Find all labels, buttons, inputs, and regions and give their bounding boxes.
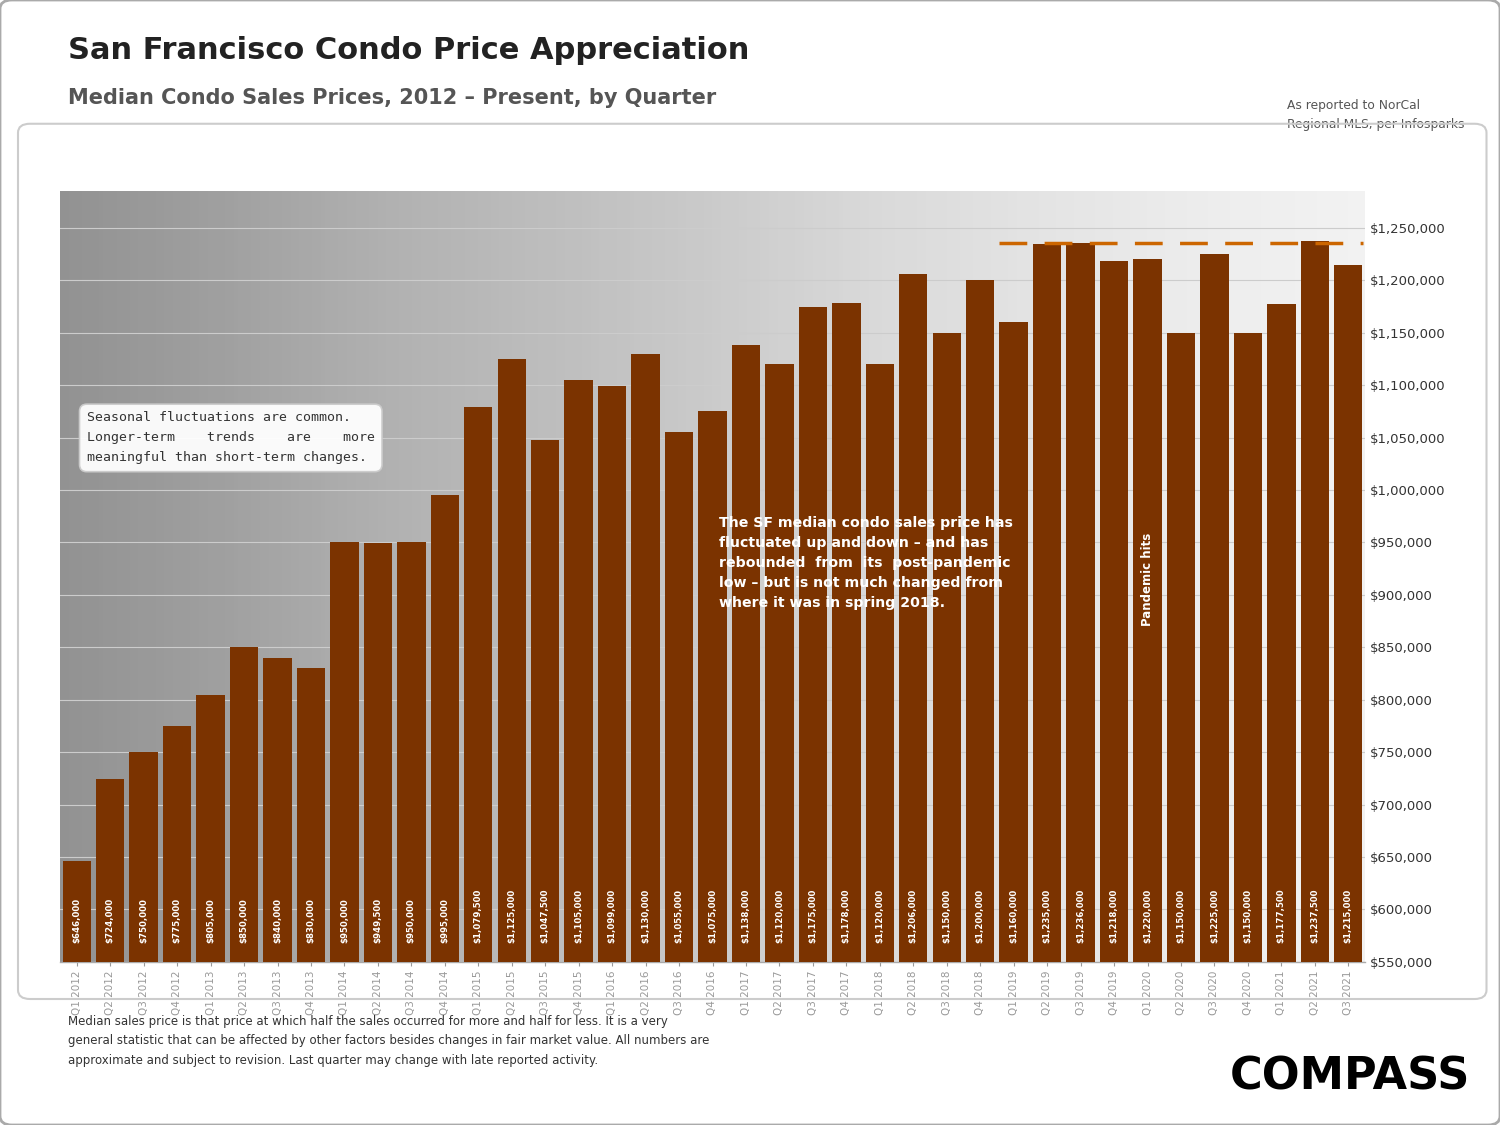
Text: COMPASS: COMPASS [1230,1055,1470,1098]
Text: $1,130,000: $1,130,000 [640,889,650,943]
Text: Pandemic hits: Pandemic hits [1142,532,1154,626]
Text: As reported to NorCal
Regional MLS, per Infosparks: As reported to NorCal Regional MLS, per … [1287,99,1464,130]
Bar [96,780,124,1125]
Bar [464,407,492,1125]
Text: $724,000: $724,000 [105,898,114,943]
Bar [999,322,1028,1125]
Text: $1,150,000: $1,150,000 [1244,889,1252,943]
Text: $1,055,000: $1,055,000 [675,889,684,943]
Text: $1,099,000: $1,099,000 [608,889,616,943]
Bar [1134,260,1161,1125]
Text: $1,105,000: $1,105,000 [574,889,584,943]
Text: $1,175,000: $1,175,000 [808,889,818,943]
Bar [264,658,291,1125]
Bar [933,333,962,1125]
Text: $830,000: $830,000 [306,898,315,943]
Text: Seasonal fluctuations are common.
Longer-term    trends    are    more
meaningfu: Seasonal fluctuations are common. Longer… [87,412,375,465]
Bar [1034,244,1062,1125]
Text: $1,047,500: $1,047,500 [540,889,549,943]
Text: $1,120,000: $1,120,000 [876,889,885,943]
Bar [1268,304,1296,1125]
Text: $1,125,000: $1,125,000 [507,889,516,943]
Text: $1,218,000: $1,218,000 [1110,889,1119,943]
Bar [732,345,760,1125]
Text: $840,000: $840,000 [273,898,282,943]
Bar [632,353,660,1125]
Bar [330,542,358,1125]
Text: $1,075,000: $1,075,000 [708,889,717,943]
Bar [129,753,158,1125]
Text: $1,138,000: $1,138,000 [741,889,750,943]
Text: $950,000: $950,000 [340,898,350,943]
Bar [1233,333,1262,1125]
Text: $1,237,500: $1,237,500 [1311,889,1320,943]
Text: $1,150,000: $1,150,000 [942,889,951,943]
Bar [531,440,560,1125]
Bar [1334,264,1362,1125]
Text: $646,000: $646,000 [72,898,81,943]
Text: Median sales price is that price at which half the sales occurred for more and h: Median sales price is that price at whic… [68,1015,710,1066]
Text: $775,000: $775,000 [172,898,182,943]
Text: The SF median condo sales price has
fluctuated up and down – and has
rebounded  : The SF median condo sales price has fluc… [718,516,1013,611]
Bar [765,364,794,1125]
Text: $1,206,000: $1,206,000 [909,889,918,943]
Bar [430,495,459,1125]
Text: $949,500: $949,500 [374,898,382,943]
Bar [1100,261,1128,1125]
Bar [164,726,192,1125]
Bar [398,542,426,1125]
Bar [966,280,994,1125]
Bar [297,668,326,1125]
Text: $1,235,000: $1,235,000 [1042,889,1052,943]
Text: $1,200,000: $1,200,000 [975,889,984,943]
Bar [1066,243,1095,1125]
Bar [1300,241,1329,1125]
Text: $805,000: $805,000 [206,898,214,943]
Text: Median Condo Sales Prices, 2012 – Present, by Quarter: Median Condo Sales Prices, 2012 – Presen… [68,88,716,108]
Text: $1,178,000: $1,178,000 [842,889,850,943]
Text: $950,000: $950,000 [406,898,416,943]
Bar [564,380,592,1125]
Bar [898,274,927,1125]
Bar [699,412,726,1125]
Bar [833,304,861,1125]
Text: San Francisco Condo Price Appreciation: San Francisco Condo Price Appreciation [68,36,748,65]
Bar [63,862,92,1125]
Text: $1,079,500: $1,079,500 [474,889,483,943]
Bar [196,694,225,1125]
Bar [498,359,526,1125]
Text: $1,236,000: $1,236,000 [1076,889,1084,943]
Bar [1200,254,1228,1125]
Text: $1,225,000: $1,225,000 [1210,889,1219,943]
Bar [230,647,258,1125]
Text: $750,000: $750,000 [140,898,148,943]
Bar [1167,333,1196,1125]
Text: $1,150,000: $1,150,000 [1176,889,1185,943]
Bar [598,386,627,1125]
Text: $1,160,000: $1,160,000 [1010,889,1019,943]
Bar [798,307,826,1125]
Text: $995,000: $995,000 [441,898,450,943]
Text: $1,220,000: $1,220,000 [1143,889,1152,943]
Bar [664,432,693,1125]
Bar [865,364,894,1125]
Text: $1,120,000: $1,120,000 [776,889,784,943]
Text: $1,177,500: $1,177,500 [1276,889,1286,943]
Bar [363,543,392,1125]
Text: $850,000: $850,000 [240,898,249,943]
Text: $1,215,000: $1,215,000 [1344,889,1353,943]
